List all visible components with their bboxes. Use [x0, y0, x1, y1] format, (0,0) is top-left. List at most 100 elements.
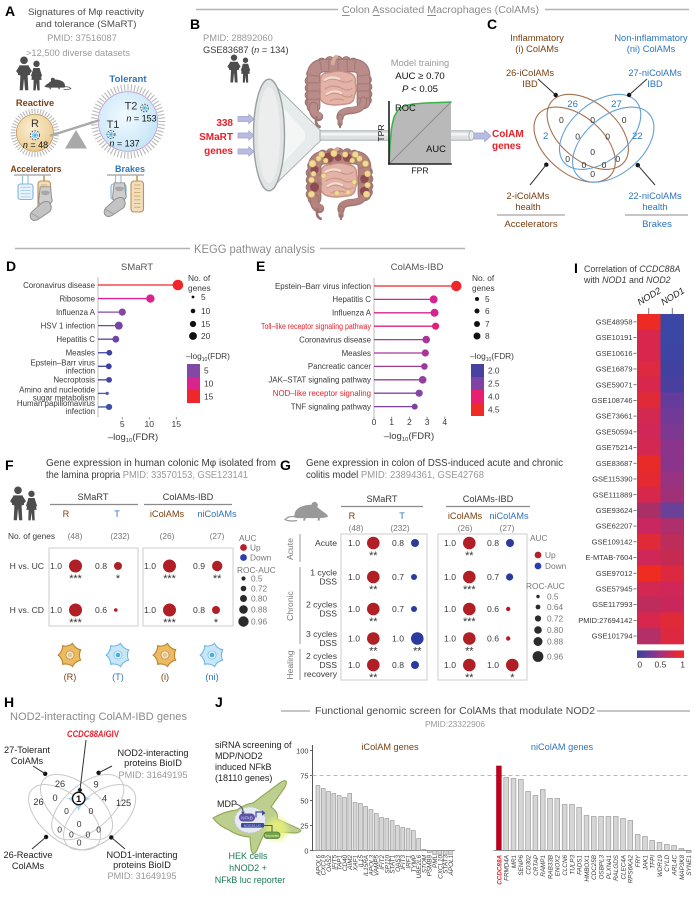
svg-text:GSE117993: GSE117993: [592, 600, 632, 609]
svg-text:0: 0: [86, 830, 91, 840]
svg-text:26-iColAMs: 26-iColAMs: [506, 68, 554, 78]
svg-text:**: **: [369, 646, 378, 658]
svg-text:(232): (232): [390, 523, 410, 533]
svg-text:GSE57945: GSE57945: [596, 585, 633, 594]
svg-text:1.0: 1.0: [50, 561, 62, 571]
svg-text:1.0: 1.0: [144, 605, 156, 615]
svg-text:H: H: [4, 694, 14, 710]
svg-text:**: **: [369, 550, 378, 562]
svg-text:TFPI: TFPI: [650, 855, 657, 869]
svg-text:hNOD2 +: hNOD2 +: [229, 863, 267, 873]
svg-text:IFIT2: IFIT2: [379, 855, 386, 870]
svg-text:1.0: 1.0: [348, 572, 360, 582]
svg-text:0.72: 0.72: [547, 614, 564, 624]
svg-text:10: 10: [204, 379, 214, 389]
svg-text:Correlation of CCDC88A: Correlation of CCDC88A: [584, 264, 680, 274]
svg-text:0: 0: [602, 160, 607, 170]
svg-text:P < 0.05: P < 0.05: [402, 84, 438, 95]
svg-text:1.0: 1.0: [348, 634, 360, 644]
svg-text:STOM: STOM: [421, 854, 428, 873]
svg-text:GSE101794: GSE101794: [592, 632, 633, 641]
svg-text:Pancreatic cancer: Pancreatic cancer: [308, 362, 372, 371]
svg-text:health: health: [515, 202, 540, 212]
svg-text:(48): (48): [349, 523, 364, 533]
svg-text:1.0: 1.0: [444, 660, 456, 670]
svg-text:Down: Down: [545, 561, 567, 571]
svg-text:–log10(FDR): –log10(FDR): [186, 351, 230, 363]
svg-text:infection: infection: [66, 366, 95, 375]
svg-text:GSE50594: GSE50594: [596, 427, 633, 436]
svg-text:2 cycles: 2 cycles: [306, 600, 337, 610]
svg-text:GSE75214: GSE75214: [596, 443, 633, 452]
svg-text:(18110 genes): (18110 genes): [215, 773, 272, 783]
svg-text:0.5: 0.5: [251, 574, 263, 584]
svg-text:TYMP: TYMP: [411, 854, 418, 872]
svg-text:PMID:23322906: PMID:23322906: [425, 719, 485, 729]
svg-text:TULP3: TULP3: [569, 855, 576, 875]
svg-text:Up: Up: [250, 543, 261, 553]
svg-text:Hepatitis C: Hepatitis C: [56, 335, 95, 344]
svg-text:Tolerant: Tolerant: [109, 74, 147, 85]
svg-text:CXCL10: CXCL10: [437, 855, 444, 879]
svg-text:1.0: 1.0: [444, 634, 456, 644]
svg-text:27-Tolerant: 27-Tolerant: [4, 745, 50, 755]
svg-text:Hepatitis C: Hepatitis C: [332, 295, 371, 304]
svg-text:AUC ≥ 0.70: AUC ≥ 0.70: [395, 71, 445, 82]
svg-text:GSE108746: GSE108746: [592, 396, 633, 405]
svg-text:PML: PML: [432, 855, 439, 868]
svg-text:NOD–like receptor signaling: NOD–like receptor signaling: [273, 389, 371, 398]
svg-text:0.96: 0.96: [547, 652, 564, 662]
svg-text:10: 10: [201, 306, 211, 316]
svg-text:niColAMs: niColAMs: [489, 511, 529, 521]
svg-text:5: 5: [485, 294, 490, 304]
svg-text:NFkB: NFkB: [241, 816, 253, 822]
svg-text:0.5: 0.5: [547, 592, 559, 602]
svg-text:6: 6: [485, 306, 490, 316]
svg-text:No. of: No. of: [188, 273, 211, 283]
svg-text:8: 8: [485, 331, 490, 341]
svg-text:2.0: 2.0: [488, 366, 500, 376]
svg-text:0.7: 0.7: [392, 572, 404, 582]
svg-text:ENOX2: ENOX2: [555, 855, 562, 877]
svg-text:HMBOX1: HMBOX1: [584, 855, 591, 882]
svg-text:CRTAP: CRTAP: [533, 854, 540, 876]
svg-text:MDP: MDP: [217, 799, 237, 809]
svg-text:RALGDS: RALGDS: [613, 854, 620, 881]
svg-text:1.0: 1.0: [144, 561, 156, 571]
svg-text:VAMP5: VAMP5: [374, 855, 381, 876]
svg-text:J: J: [215, 694, 223, 710]
svg-text:Colon Associated Macrophages (: Colon Associated Macrophages (ColAMs): [342, 4, 539, 16]
svg-text:MDP/NOD2: MDP/NOD2: [215, 751, 263, 761]
svg-text:niColAM genes: niColAM genes: [531, 742, 594, 752]
svg-text:***: ***: [69, 617, 82, 629]
svg-text:***: ***: [163, 617, 176, 629]
svg-text:GSE97012: GSE97012: [596, 569, 633, 578]
svg-text:1: 1: [680, 659, 685, 669]
svg-text:**: **: [413, 646, 422, 658]
svg-text:0: 0: [559, 115, 564, 125]
svg-text:***: ***: [463, 616, 476, 628]
svg-text:F: F: [5, 457, 14, 473]
svg-text:Brakes: Brakes: [642, 219, 672, 230]
svg-text:–log10(FDR): –log10(FDR): [108, 432, 158, 444]
svg-text:ColAM: ColAM: [492, 129, 524, 140]
svg-text:D: D: [6, 258, 16, 274]
svg-text:0.96: 0.96: [251, 617, 268, 627]
svg-text:CLCN6: CLCN6: [562, 855, 569, 876]
svg-text:GSE10191: GSE10191: [596, 333, 633, 342]
svg-text:**: **: [465, 550, 474, 562]
svg-text:SP110: SP110: [384, 855, 391, 874]
svg-text:T: T: [399, 511, 405, 521]
svg-text:0: 0: [52, 793, 57, 803]
svg-text:CD302: CD302: [526, 855, 533, 875]
svg-text:T1: T1: [107, 119, 120, 131]
svg-text:2: 2: [543, 131, 548, 142]
svg-text:Inflammatory: Inflammatory: [510, 33, 564, 43]
svg-text:**: **: [369, 584, 378, 596]
svg-text:1.0: 1.0: [444, 604, 456, 614]
svg-text:10: 10: [145, 419, 155, 429]
svg-text:Accelerators: Accelerators: [504, 219, 558, 230]
svg-text:NOD1-interacting: NOD1-interacting: [107, 850, 178, 860]
svg-text:AUC: AUC: [239, 533, 257, 543]
svg-text:OSBPL3: OSBPL3: [599, 855, 606, 880]
